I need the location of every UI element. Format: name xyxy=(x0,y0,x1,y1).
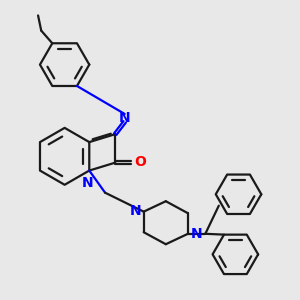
Text: N: N xyxy=(82,176,94,190)
Text: N: N xyxy=(119,111,130,125)
Text: N: N xyxy=(190,227,202,241)
Text: O: O xyxy=(134,155,146,169)
Text: N: N xyxy=(130,204,141,218)
